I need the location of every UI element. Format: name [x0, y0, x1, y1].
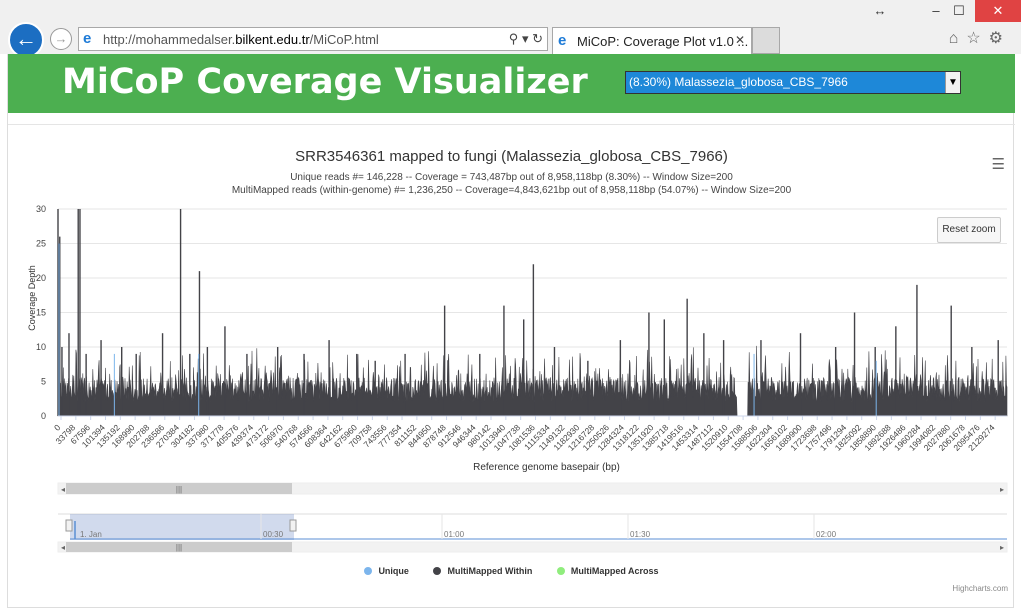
coverage-series	[57, 209, 1008, 417]
navigator-handle-right	[289, 519, 297, 532]
legend-item-multimapped-across[interactable]: MultiMapped Across	[556, 566, 659, 576]
chart-subtitle-2: MultiMapped reads (within-genome) #= 1,2…	[231, 185, 792, 196]
ie-icon: e	[83, 30, 92, 47]
scrollbar-track	[57, 482, 1008, 495]
navigator-tick-label: 01:30	[630, 530, 651, 539]
legend-dot	[556, 567, 565, 575]
chevron-down-icon[interactable]: ▼	[945, 72, 960, 93]
navigator-mask	[70, 514, 294, 540]
scroll-left-icon: ◂	[61, 543, 65, 552]
x-tick-labels: 0337986759610139413519216899020278823658…	[52, 416, 997, 453]
address-tools: ⚲ ▾ ↻	[509, 31, 543, 47]
legend-item-unique[interactable]: Unique	[364, 566, 409, 576]
navigator-grip: |||	[176, 543, 182, 552]
legend-dot	[364, 567, 373, 575]
navigator-tick-label: 01:00	[444, 530, 465, 539]
select-value: (8.30%) Malassezia_globosa_CBS_7966	[629, 75, 848, 89]
page-frame: MiCoP Coverage Visualizer (8.30%) Malass…	[7, 54, 1015, 608]
y-tick-label: 0	[41, 411, 46, 421]
y-tick-label: 10	[36, 342, 46, 352]
credit-link[interactable]: Highcharts.com	[952, 584, 1008, 593]
navigator-tick-label: 02:00	[816, 530, 837, 539]
y-tick-label: 20	[36, 273, 46, 283]
tab-close-icon[interactable]: ✕	[734, 33, 745, 47]
scrollbar: ||| ◂ ▸	[57, 482, 1008, 495]
navigator: 1. Jan 00:30 01:00 01:30 02:00 ||| ◂ ▸	[57, 513, 1008, 553]
scroll-left-icon: ◂	[61, 485, 65, 494]
scroll-right-icon: ▸	[1000, 543, 1004, 552]
tab-title: MiCoP: Coverage Plot v1.0 ...	[577, 34, 749, 49]
address-bar[interactable]: e http://mohammedalser.bilkent.edu.tr/Mi…	[78, 27, 548, 51]
ie-icon: e	[558, 32, 567, 49]
navigator-scroll-thumb	[66, 542, 292, 552]
chart-subtitle-1: Unique reads #= 146,228 -- Coverage = 74…	[290, 172, 733, 183]
y-tick-label: 30	[36, 204, 46, 214]
navigator-handle-left	[65, 519, 73, 532]
back-icon[interactable]: ←	[8, 22, 44, 58]
y-tick-labels: 0 5 10 15 20 25 30	[36, 204, 46, 421]
home-icon[interactable]: ⌂	[948, 30, 967, 47]
search-icon[interactable]: ⚲	[508, 31, 519, 46]
navigator-scrollbar	[57, 541, 1008, 553]
plot-area[interactable]: 0 5 10 15 20 25 30 033798675961013941351921689…	[8, 128, 1015, 608]
dropdown-icon[interactable]: ▾	[521, 31, 529, 46]
chart-title: SRR3546361 mapped to fungi (Malassezia_g…	[295, 148, 728, 165]
legend-item-multimapped-within[interactable]: MultiMapped Within	[433, 566, 532, 576]
restore-icon[interactable]: ↔	[873, 3, 887, 18]
minimize-icon[interactable]: –	[932, 3, 940, 18]
scrollbar-thumb	[66, 483, 292, 494]
window-titlebar: ↔ – ☐ ✕	[0, 0, 1021, 22]
close-icon[interactable]: ✕	[975, 0, 1021, 22]
organism-select[interactable]: (8.30%) Malassezia_globosa_CBS_7966 ▼	[625, 71, 961, 94]
legend: Unique MultiMapped Within MultiMapped Ac…	[8, 566, 1015, 576]
scroll-right-icon: ▸	[1000, 485, 1004, 494]
reset-zoom-button[interactable]: Reset zoom	[937, 217, 1001, 243]
coverage-chart: SRR3546361 mapped to fungi (Malassezia_g…	[8, 128, 1015, 608]
maximize-icon[interactable]: ☐	[953, 3, 965, 18]
tab-coverage-plot[interactable]: e MiCoP: Coverage Plot v1.0 ... ✕	[552, 27, 752, 54]
refresh-icon[interactable]: ↻	[532, 31, 543, 46]
browser-tools: ⌂☆⚙	[949, 28, 1011, 48]
divider	[8, 124, 1015, 125]
new-tab-button[interactable]	[752, 27, 780, 54]
legend-dot	[433, 567, 442, 575]
y-tick-label: 15	[36, 308, 46, 318]
address-row: ← → e http://mohammedalser.bilkent.edu.t…	[0, 22, 1021, 58]
y-tick-label: 25	[36, 239, 46, 249]
page-title: MiCoP Coverage Visualizer	[62, 62, 588, 102]
header-banner: MiCoP Coverage Visualizer (8.30%) Malass…	[8, 54, 1015, 113]
y-tick-label: 5	[41, 377, 46, 387]
page: MiCoP Coverage Visualizer (8.30%) Malass…	[0, 54, 1021, 612]
scrollbar-grip: |||	[176, 485, 182, 494]
multimapped-within-area	[57, 345, 1008, 417]
url-text[interactable]: http://mohammedalser.bilkent.edu.tr/MiCo…	[103, 32, 379, 47]
x-axis-label: Reference genome basepair (bp)	[473, 462, 620, 473]
hamburger-icon[interactable]: ☰	[991, 156, 1005, 173]
star-icon[interactable]: ☆	[966, 30, 989, 47]
x-tick-label: 0	[52, 422, 63, 433]
forward-icon[interactable]: →	[50, 28, 72, 50]
navigator-tick-label: 1. Jan	[80, 530, 102, 539]
gear-icon[interactable]: ⚙	[988, 30, 1011, 47]
navigator-tick-label: 00:30	[263, 530, 284, 539]
